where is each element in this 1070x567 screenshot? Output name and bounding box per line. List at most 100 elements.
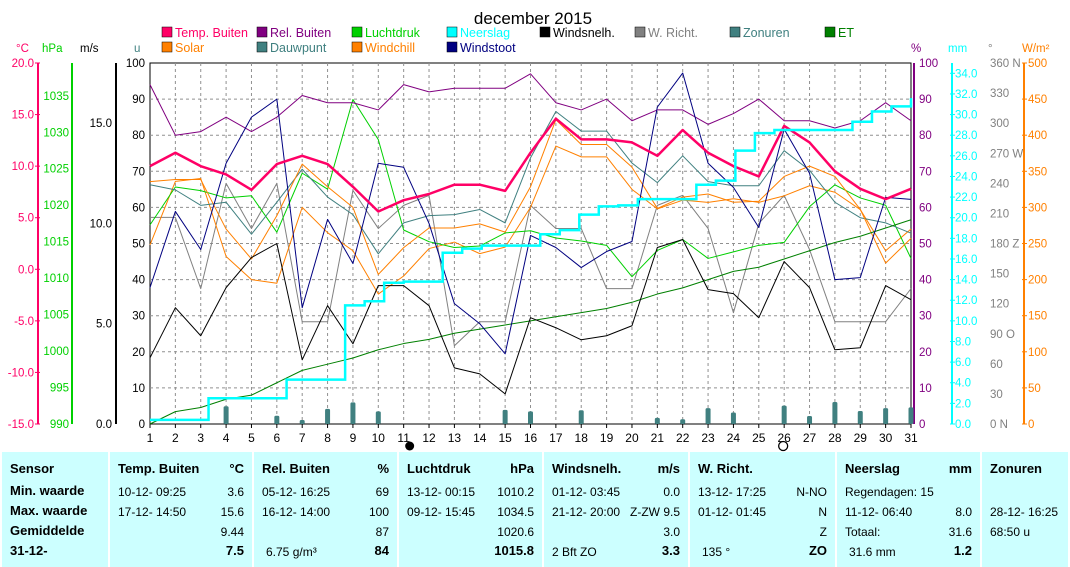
- zonuren-bar: [223, 406, 229, 424]
- solar-tick: 400: [1028, 130, 1047, 142]
- press-max: 1034.5: [497, 505, 534, 519]
- u-axis-label: u: [134, 43, 140, 55]
- rain-tick: 4.0: [955, 378, 971, 390]
- rain-tick: 2.0: [955, 398, 971, 410]
- legend-swatch: [446, 41, 458, 53]
- solar-tick: 250: [1028, 239, 1047, 251]
- humidity-tick: 10: [919, 383, 932, 395]
- u-tick: 70: [132, 166, 145, 178]
- legend-label: Neerslag: [460, 26, 510, 40]
- pressure-tick: 990: [50, 419, 69, 431]
- dir-min-time: 13-12- 17:25: [698, 485, 767, 499]
- series-et: [149, 219, 912, 425]
- rain-tick: 8.0: [955, 336, 971, 348]
- press-max-time: 09-12- 15:45: [407, 505, 476, 519]
- zonuren-bar: [654, 417, 660, 424]
- rain-total: 31.6: [948, 525, 972, 539]
- rain-max: 8.0: [955, 505, 972, 519]
- chart-title: december 2015: [474, 9, 592, 28]
- zonuren-bar: [883, 408, 889, 424]
- x-tick-label: 3: [197, 431, 204, 445]
- rain-tick: 14.0: [955, 275, 977, 287]
- pressure-tick: 1000: [43, 346, 69, 358]
- table-row-labels: Sensor Min. waarde Max. waarde Gemiddeld…: [2, 452, 107, 567]
- pressure-tick: 995: [50, 383, 69, 395]
- humidity-tick: 50: [919, 239, 932, 251]
- legend-swatch: [256, 26, 268, 38]
- hum-min: 69: [375, 485, 389, 499]
- wind-max-dir: Z-ZW: [630, 505, 660, 519]
- chart-grid: [149, 62, 912, 425]
- zonuren-bar: [807, 416, 813, 424]
- row-label-now: 31-12-: [10, 543, 48, 558]
- rain-tick: 28.0: [955, 130, 977, 142]
- zonuren-bar: [908, 407, 914, 424]
- x-tick-label: 11: [397, 431, 410, 445]
- temp-unit: °C: [229, 461, 244, 476]
- legend-label: Temp. Buiten: [175, 26, 248, 40]
- direction-tick: 30: [990, 389, 1003, 401]
- series-dauwpunt: [149, 110, 912, 255]
- direction-tick: 180 Z: [990, 239, 1019, 251]
- humidity-tick: 60: [919, 202, 932, 214]
- press-unit: hPa: [510, 461, 534, 476]
- rain-tick: 6.0: [955, 357, 971, 369]
- temp-tick: -15.0: [8, 419, 34, 431]
- hum-avg: 87: [375, 525, 389, 539]
- wind-now: 3.3: [661, 543, 680, 558]
- rain-total-label: Totaal:: [845, 525, 881, 539]
- u-tick: 90: [132, 94, 145, 106]
- table-col-sun: Zonuren 28-12- 16:25 68:50 u: [980, 452, 1070, 567]
- x-tick-label: 24: [727, 431, 741, 445]
- rain-days: Regendagen: 15: [845, 485, 934, 499]
- solar-axis-label: W/m²: [1022, 43, 1050, 55]
- zonuren-bars: [223, 401, 914, 424]
- pressure-axis-label: hPa: [42, 43, 63, 55]
- x-tick-label: 7: [299, 431, 306, 445]
- chart-series: [149, 72, 913, 425]
- x-tick-label: 9: [350, 431, 357, 445]
- pressure-tick: 1030: [43, 127, 69, 139]
- solar-tick: 200: [1028, 275, 1047, 287]
- x-tick-label: 23: [701, 431, 715, 445]
- new-moon-icon: [405, 441, 415, 451]
- x-tick-label: 8: [324, 431, 331, 445]
- hum-now: 84: [374, 543, 389, 558]
- humidity-tick: 100: [919, 58, 938, 70]
- zonuren-bar: [375, 411, 381, 424]
- rain-month: 31.6 mm: [849, 545, 896, 559]
- table-col-humidity: Rel. Buiten % 05-12- 16:25 69 16-12- 14:…: [252, 452, 397, 567]
- humidity-axis-label: %: [911, 43, 921, 55]
- legend-label: Luchtdruk: [365, 26, 421, 40]
- rain-axis-label: mm: [948, 43, 967, 55]
- rain-title: Neerslag: [845, 461, 900, 476]
- u-tick: 10: [132, 383, 145, 395]
- legend-label: Windsnelh.: [553, 26, 615, 40]
- x-tick-label: 1: [147, 431, 154, 445]
- solar-tick: 300: [1028, 202, 1047, 214]
- u-tick: 50: [132, 239, 145, 251]
- dir-max-time: 01-12- 01:45: [698, 505, 767, 519]
- temp-tick: 5.0: [18, 213, 34, 225]
- temp-axis-label: °C: [16, 43, 29, 55]
- rain-unit: mm: [948, 461, 972, 476]
- wind-title: Windsnelh.: [552, 461, 622, 476]
- hum-min-time: 05-12- 16:25: [262, 485, 331, 499]
- wind-max: 9.5: [663, 505, 680, 519]
- rain-tick: 30.0: [955, 110, 977, 122]
- sun-avg: 68:50 u: [990, 525, 1031, 539]
- rain-tick: 18.0: [955, 233, 977, 245]
- series-luchtdruk: [149, 98, 912, 278]
- legend-swatch: [161, 41, 173, 53]
- legend-swatch: [351, 26, 363, 38]
- wind-min: 0.0: [663, 485, 680, 499]
- legend-label: W. Richt.: [648, 26, 698, 40]
- press-now: 1015.8: [494, 543, 534, 558]
- temp-min-time: 10-12- 09:25: [118, 485, 187, 499]
- hum-max: 100: [368, 505, 389, 519]
- solar-tick: 50: [1028, 383, 1041, 395]
- legend-swatch: [539, 26, 551, 38]
- row-label-avg: Gemiddelde: [10, 523, 85, 538]
- direction-tick: 240: [990, 178, 1009, 190]
